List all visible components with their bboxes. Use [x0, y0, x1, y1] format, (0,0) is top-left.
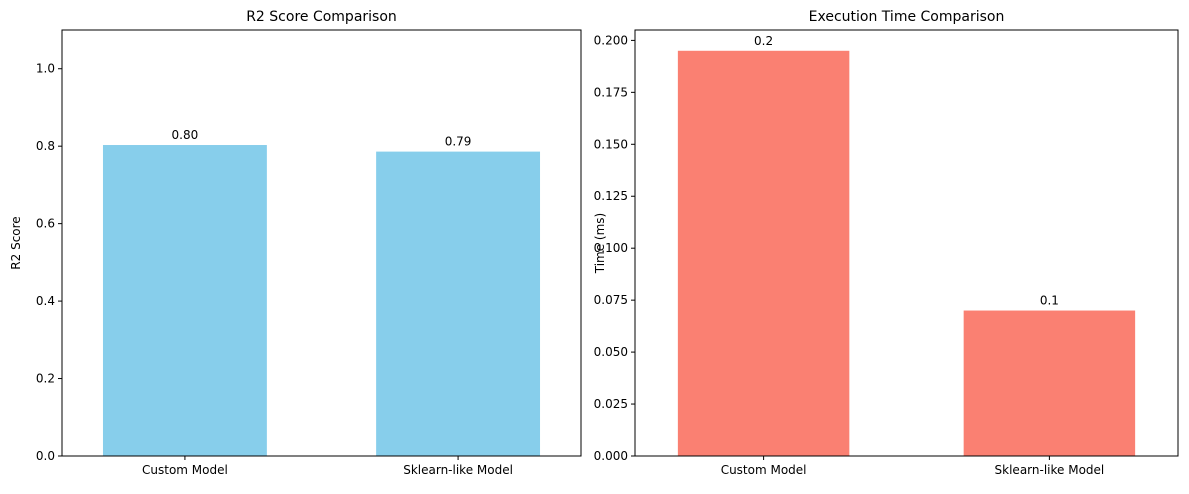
chart-title: R2 Score Comparison [246, 9, 397, 25]
axes-frame [634, 29, 1179, 457]
bar [102, 145, 267, 456]
y-tick-label: 0.0 [36, 449, 55, 463]
bar [376, 151, 541, 456]
y-tick-label: 0.175 [594, 85, 628, 99]
chart-panel-1: 0.80 Custom Model 0.79 Sklearn-like Model 0.… [9, 9, 582, 477]
y-tick-label: 0.050 [594, 345, 628, 359]
bar [677, 50, 850, 456]
y-tick-label: 0.125 [594, 189, 628, 203]
data-label: 0.1 [1040, 294, 1059, 308]
y-tick-label: 0.8 [36, 139, 55, 153]
y-tick-label: 0.6 [36, 217, 55, 231]
y-tick-label: 0.2 [36, 372, 55, 386]
data-label: 0.79 [445, 135, 472, 149]
x-tick-label: Sklearn-like Model [995, 463, 1105, 477]
x-tick-label: Custom Model [721, 463, 807, 477]
x-tick-label: Sklearn-like Model [403, 463, 513, 477]
y-tick-label: 0.100 [594, 241, 628, 255]
y-axis-label: Time (ms) [593, 213, 607, 275]
y-tick-label: 0.025 [594, 397, 628, 411]
y-tick-label: 0.075 [594, 293, 628, 307]
chart-title: Execution Time Comparison [809, 9, 1005, 25]
y-tick-label: 1.0 [36, 62, 55, 76]
y-tick-label: 0.200 [594, 33, 628, 47]
data-label: 0.80 [172, 128, 199, 142]
y-axis-label: R2 Score [9, 216, 23, 269]
x-tick-label: Custom Model [142, 463, 228, 477]
data-label: 0.2 [754, 34, 773, 48]
axes-frame [61, 29, 582, 457]
y-tick-label: 0.4 [36, 294, 55, 308]
bar [963, 310, 1136, 456]
y-tick-label: 0.000 [594, 449, 628, 463]
y-tick-label: 0.150 [594, 137, 628, 151]
chart-panel-2: 0.2 Custom Model 0.1 Sklearn-like Model 0.00… [593, 9, 1179, 477]
